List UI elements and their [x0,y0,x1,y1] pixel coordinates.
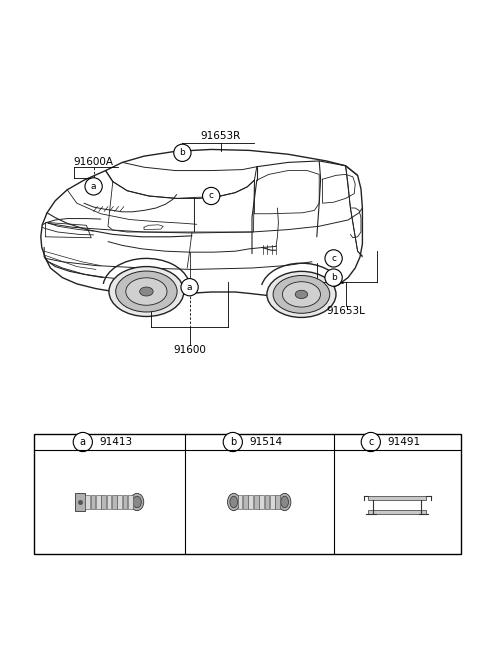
Text: 91600A: 91600A [73,157,114,167]
Circle shape [203,188,220,205]
Bar [122,495,128,509]
Circle shape [325,269,342,286]
Bar [34,434,461,554]
Circle shape [85,178,102,195]
Bar [249,495,253,508]
Circle shape [223,432,242,451]
Text: c: c [209,192,214,201]
Text: c: c [368,437,373,447]
Circle shape [361,432,380,451]
Bar [264,495,269,508]
Ellipse shape [116,271,177,312]
Circle shape [73,432,92,451]
Bar [96,495,101,509]
Ellipse shape [295,290,308,298]
Bar [276,495,280,508]
Text: a: a [187,283,192,292]
Bar [238,495,242,508]
Ellipse shape [278,493,291,510]
Ellipse shape [126,277,167,305]
Text: b: b [331,273,336,282]
Ellipse shape [133,496,142,508]
Ellipse shape [273,276,330,314]
Bar [270,495,275,508]
Bar [101,495,106,509]
Text: a: a [91,182,96,191]
Bar [243,495,248,508]
Bar [91,495,96,509]
Bar [117,495,122,509]
Circle shape [174,144,191,161]
Bar [75,493,85,511]
Text: 91653R: 91653R [201,131,241,141]
Bar [368,496,426,500]
Ellipse shape [267,272,336,318]
Bar [259,495,264,508]
Bar [254,495,259,508]
Ellipse shape [140,287,153,296]
Ellipse shape [109,266,184,316]
Ellipse shape [230,496,238,508]
Text: b: b [180,148,185,157]
Text: 91413: 91413 [100,437,133,447]
Bar [128,495,133,509]
Text: 91653L: 91653L [326,306,365,316]
Text: 91600: 91600 [173,345,206,355]
Ellipse shape [228,493,240,510]
Bar [107,495,111,509]
Ellipse shape [281,496,288,508]
Bar [368,510,426,514]
Ellipse shape [131,493,144,510]
Text: 91514: 91514 [250,437,283,447]
Text: a: a [80,437,86,447]
Bar [112,495,117,509]
Text: b: b [229,437,236,447]
Circle shape [325,250,342,267]
Text: 91491: 91491 [388,437,421,447]
Ellipse shape [282,281,321,307]
Bar [85,495,90,509]
Text: c: c [331,254,336,263]
Circle shape [181,279,198,296]
